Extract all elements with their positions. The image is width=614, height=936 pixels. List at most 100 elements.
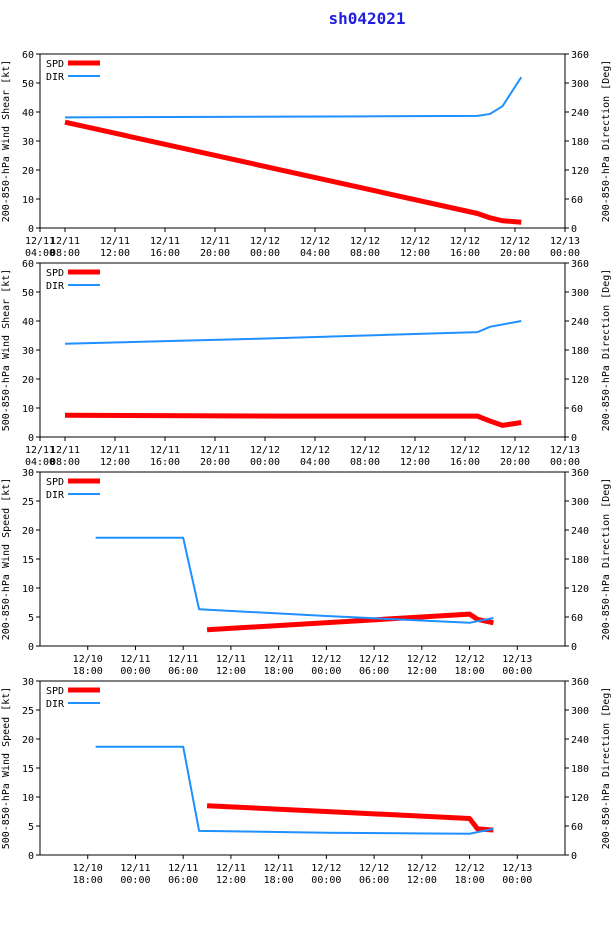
x-tick-label-time: 06:00 [359,875,389,886]
chart-panel-4: 05101520253006012018024030036012/1018:00… [1,677,612,886]
chart-panel-2: 010203040506006012018024030036012/1104:0… [1,259,612,468]
x-tick-label-date: 12/12 [400,445,430,456]
y-tick-label: 5 [28,822,34,833]
x-tick-label-time: 00:00 [120,666,150,677]
x-tick-label-time: 18:00 [264,666,294,677]
x-tick-label-date: 12/12 [300,445,330,456]
x-tick-label-date: 12/11 [216,654,246,665]
y2-tick-label: 120 [571,166,589,177]
y2-tick-label: 180 [571,555,589,566]
x-tick-label-date: 12/12 [359,863,389,874]
x-tick-label-time: 12:00 [400,457,430,468]
series-line-spd [206,611,494,633]
y-axis-label: 200-850-hPa Wind Shear [kt] [1,60,12,223]
y-tick-label: 10 [22,195,34,206]
x-tick-label-date: 12/12 [500,445,530,456]
x-tick-label-date: 12/11 [120,863,150,874]
x-tick-label-date: 12/12 [454,863,484,874]
y-tick-label: 25 [22,706,34,717]
y-tick-label: 25 [22,497,34,508]
y2-tick-label: 240 [571,735,589,746]
y2-tick-label: 180 [571,346,589,357]
y2-axis-label: 200-850-hPa Direction [Deg] [601,269,612,432]
x-tick-label-time: 18:00 [264,875,294,886]
series-line-dir [95,536,494,624]
x-tick-label-time: 00:00 [311,875,341,886]
x-tick-label-time: 20:00 [500,248,530,259]
x-tick-label-time: 08:00 [50,248,80,259]
y-tick-label: 0 [28,851,34,862]
series-line-spd [64,412,522,428]
y-tick-label: 30 [22,468,34,479]
y2-axis-label: 200-850-hPa Direction [Deg] [601,60,612,223]
x-tick-label-date: 12/12 [450,236,480,247]
y2-tick-label: 360 [571,50,589,61]
y-tick-label: 0 [28,224,34,235]
x-tick-label-time: 00:00 [502,875,532,886]
x-tick-label-date: 12/11 [200,445,230,456]
x-tick-label-time: 16:00 [450,457,480,468]
y2-tick-label: 300 [571,497,589,508]
x-tick-label-time: 06:00 [168,875,198,886]
x-tick-label-date: 12/12 [407,654,437,665]
x-tick-label-date: 12/12 [350,236,380,247]
x-tick-label-date: 12/13 [550,445,580,456]
y-tick-label: 40 [22,317,34,328]
chart-panel-3: 05101520253006012018024030036012/1018:00… [1,468,612,677]
x-tick-label-date: 12/12 [400,236,430,247]
y2-axis-label: 200-850-hPa Direction [Deg] [601,687,612,850]
y2-tick-label: 180 [571,137,589,148]
x-tick-label-time: 00:00 [311,666,341,677]
legend-label: SPD [46,59,64,70]
y-tick-label: 50 [22,79,34,90]
x-tick-label-time: 18:00 [454,666,484,677]
x-tick-label-date: 12/12 [250,236,280,247]
x-tick-label-time: 00:00 [250,248,280,259]
y-tick-label: 30 [22,677,34,688]
x-tick-label-date: 12/12 [500,236,530,247]
x-tick-label-time: 00:00 [120,875,150,886]
x-tick-label-date: 12/11 [168,654,198,665]
x-tick-label-time: 20:00 [200,248,230,259]
x-tick-label-date: 12/12 [250,445,280,456]
y-tick-label: 40 [22,108,34,119]
y-axis-label: 500-850-hPa Wind Speed [kt] [1,687,12,850]
x-tick-label-date: 12/13 [550,236,580,247]
x-tick-label-date: 12/12 [311,863,341,874]
x-tick-label-date: 12/13 [502,654,532,665]
x-tick-label-time: 04:00 [300,248,330,259]
x-tick-label-date: 12/11 [200,236,230,247]
x-tick-label-date: 12/11 [264,654,294,665]
legend-label: SPD [46,477,64,488]
plot-frame [39,53,566,229]
y2-tick-label: 0 [571,224,577,235]
x-tick-label-time: 16:00 [150,457,180,468]
y2-tick-label: 0 [571,851,577,862]
plot-frame [39,262,566,438]
y2-tick-label: 240 [571,108,589,119]
series-line-dir [64,76,523,119]
y-tick-label: 15 [22,764,34,775]
x-tick-label-time: 08:00 [350,248,380,259]
y-tick-label: 30 [22,346,34,357]
legend-label: DIR [46,281,65,292]
x-tick-label-date: 12/11 [100,236,130,247]
legend-label: SPD [46,268,64,279]
x-tick-label-time: 18:00 [454,875,484,886]
x-tick-label-date: 12/11 [50,445,80,456]
x-tick-label-time: 04:00 [25,248,55,259]
x-tick-label-time: 06:00 [359,666,389,677]
x-tick-label-date: 12/11 [120,654,150,665]
y-tick-label: 10 [22,793,34,804]
y2-tick-label: 300 [571,288,589,299]
x-tick-label-time: 16:00 [450,248,480,259]
y2-tick-label: 60 [571,404,583,415]
y2-tick-label: 120 [571,793,589,804]
y2-tick-label: 360 [571,259,589,270]
y2-tick-label: 120 [571,375,589,386]
x-tick-label-date: 12/13 [502,863,532,874]
x-tick-label-time: 00:00 [550,248,580,259]
y-tick-label: 10 [22,404,34,415]
y-axis-label: 200-850-hPa Wind Speed [kt] [1,478,12,641]
x-tick-label-time: 12:00 [407,875,437,886]
